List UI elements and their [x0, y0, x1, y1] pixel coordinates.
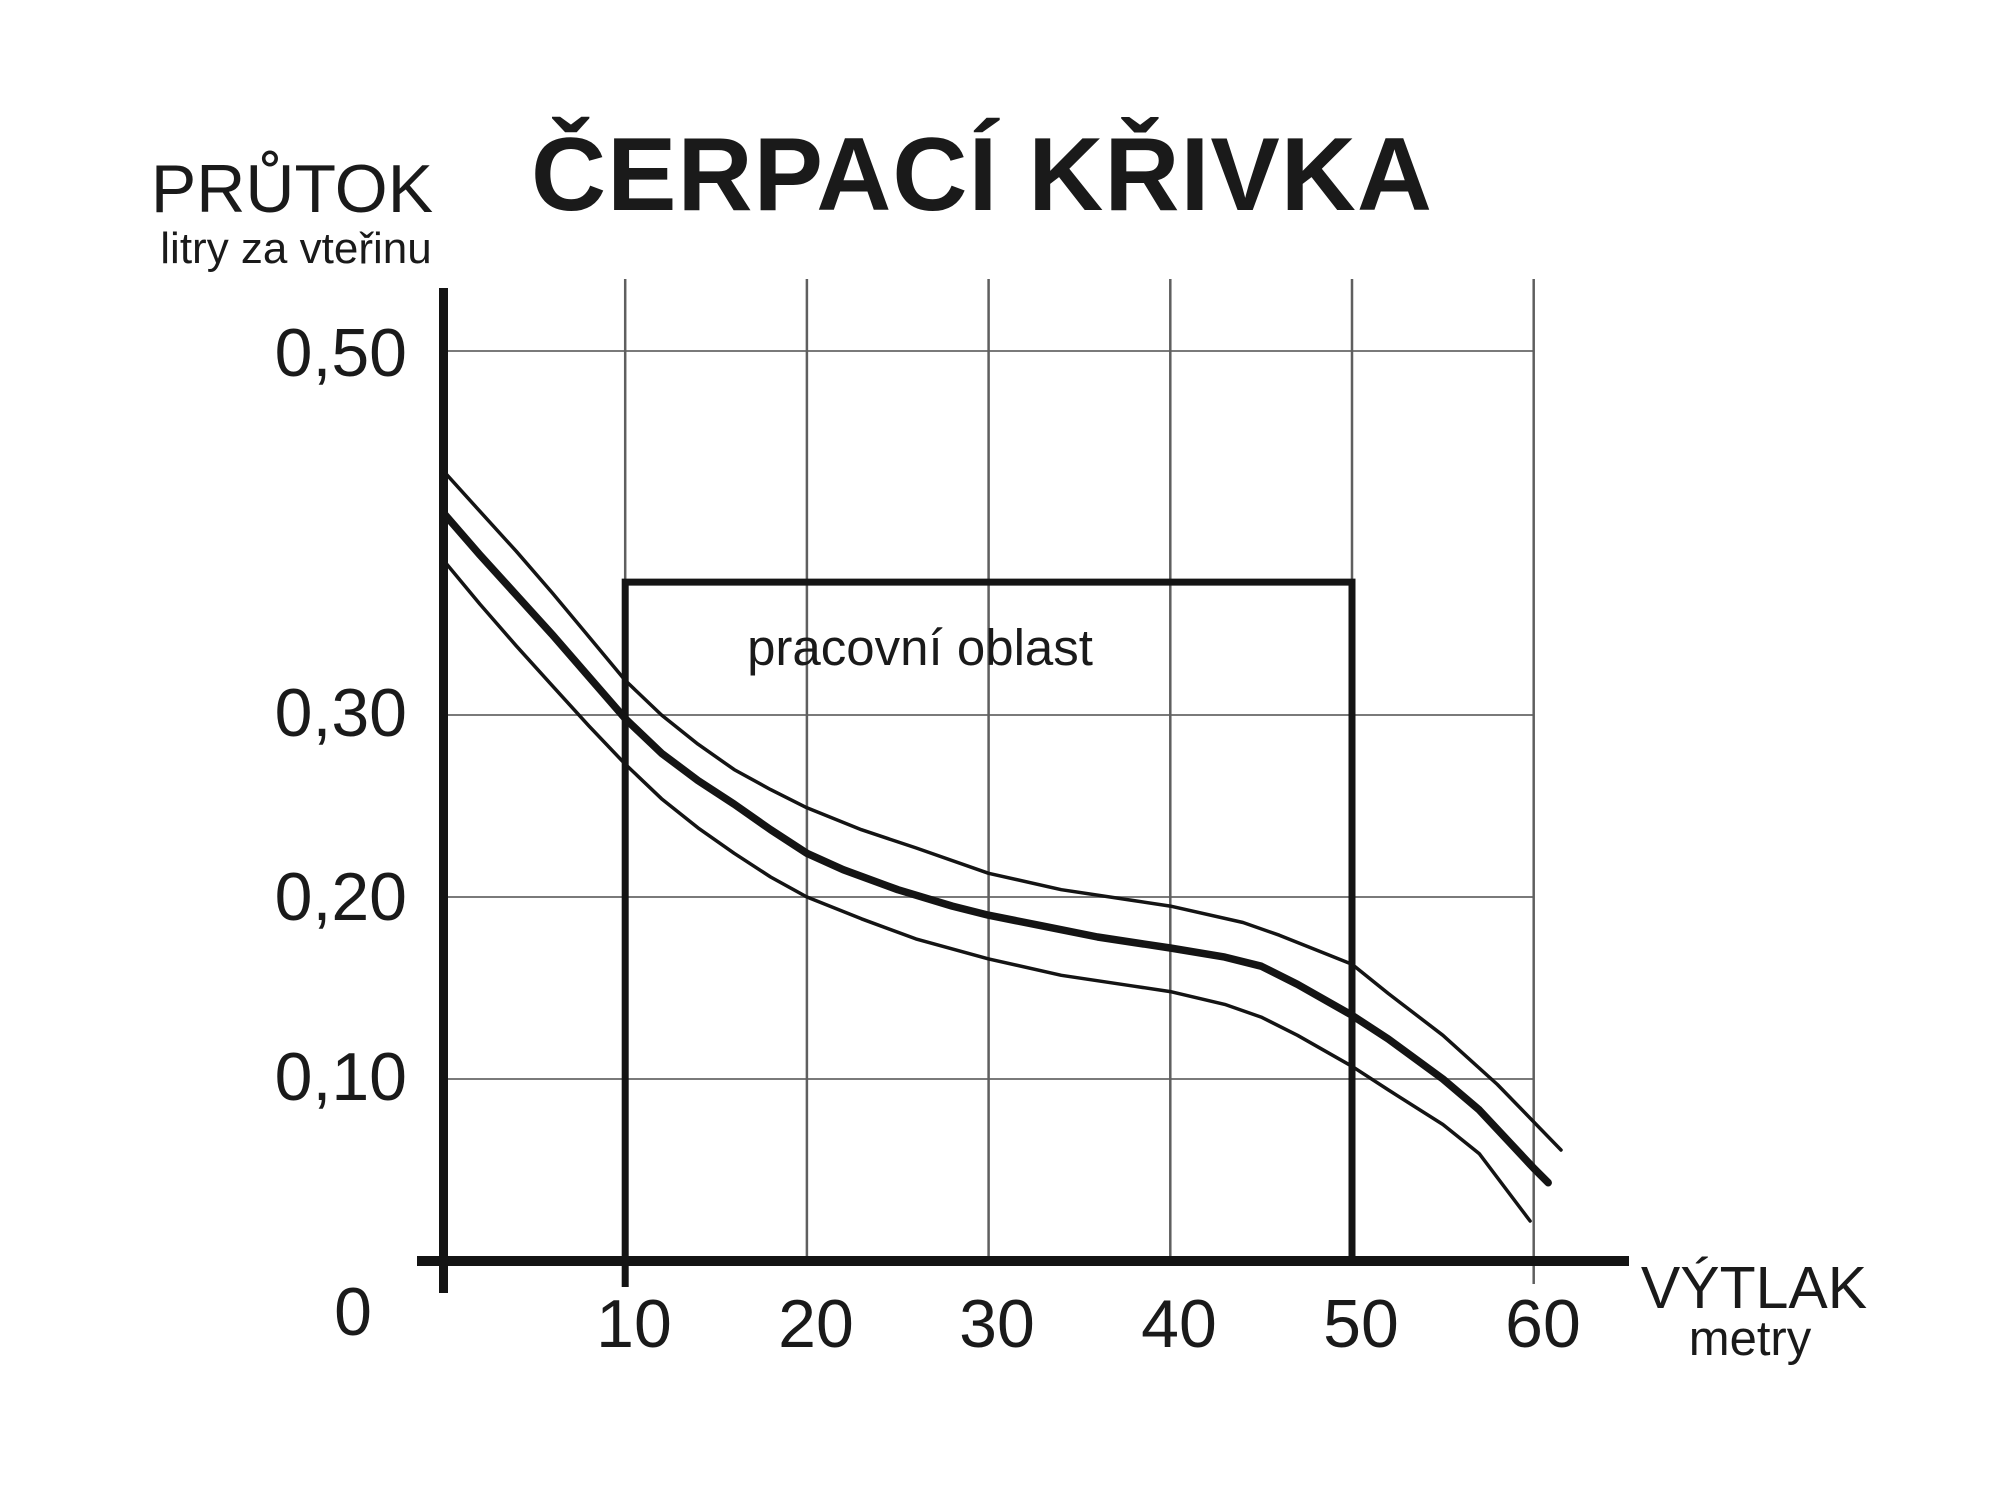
y-tick-label-0-20: 0,20	[274, 859, 407, 935]
x-tick-label-10: 10	[596, 1286, 672, 1362]
x-tick-label-60: 60	[1505, 1286, 1581, 1362]
curve-upper-tolerance	[441, 469, 1563, 1152]
y-tick-label-0-50: 0,50	[274, 315, 407, 391]
x-tick-label-40: 40	[1141, 1286, 1217, 1362]
x-tick-label-20: 20	[778, 1286, 854, 1362]
y-axis-subtitle: litry za vteřinu	[160, 224, 432, 273]
x-tick-label-50: 50	[1323, 1286, 1399, 1362]
working-area-label: pracovní oblast	[747, 619, 1093, 676]
curve-main-curve	[439, 509, 1552, 1187]
working-area-box	[621, 578, 1356, 1287]
x-axis-title: VÝTLAK	[1640, 1255, 1868, 1321]
y-axis-title: PRŮTOK	[150, 151, 434, 227]
curve-lower-tolerance	[441, 558, 1532, 1223]
x-tick-label-30: 30	[959, 1286, 1035, 1362]
x-axis-subtitle: metry	[1688, 1312, 1812, 1366]
origin-label: 0	[334, 1274, 372, 1350]
chart-title: ČERPACÍ KŘIVKA	[531, 117, 1433, 233]
y-tick-label-0-30: 0,30	[274, 675, 407, 751]
y-tick-label-0-10: 0,10	[274, 1039, 407, 1115]
